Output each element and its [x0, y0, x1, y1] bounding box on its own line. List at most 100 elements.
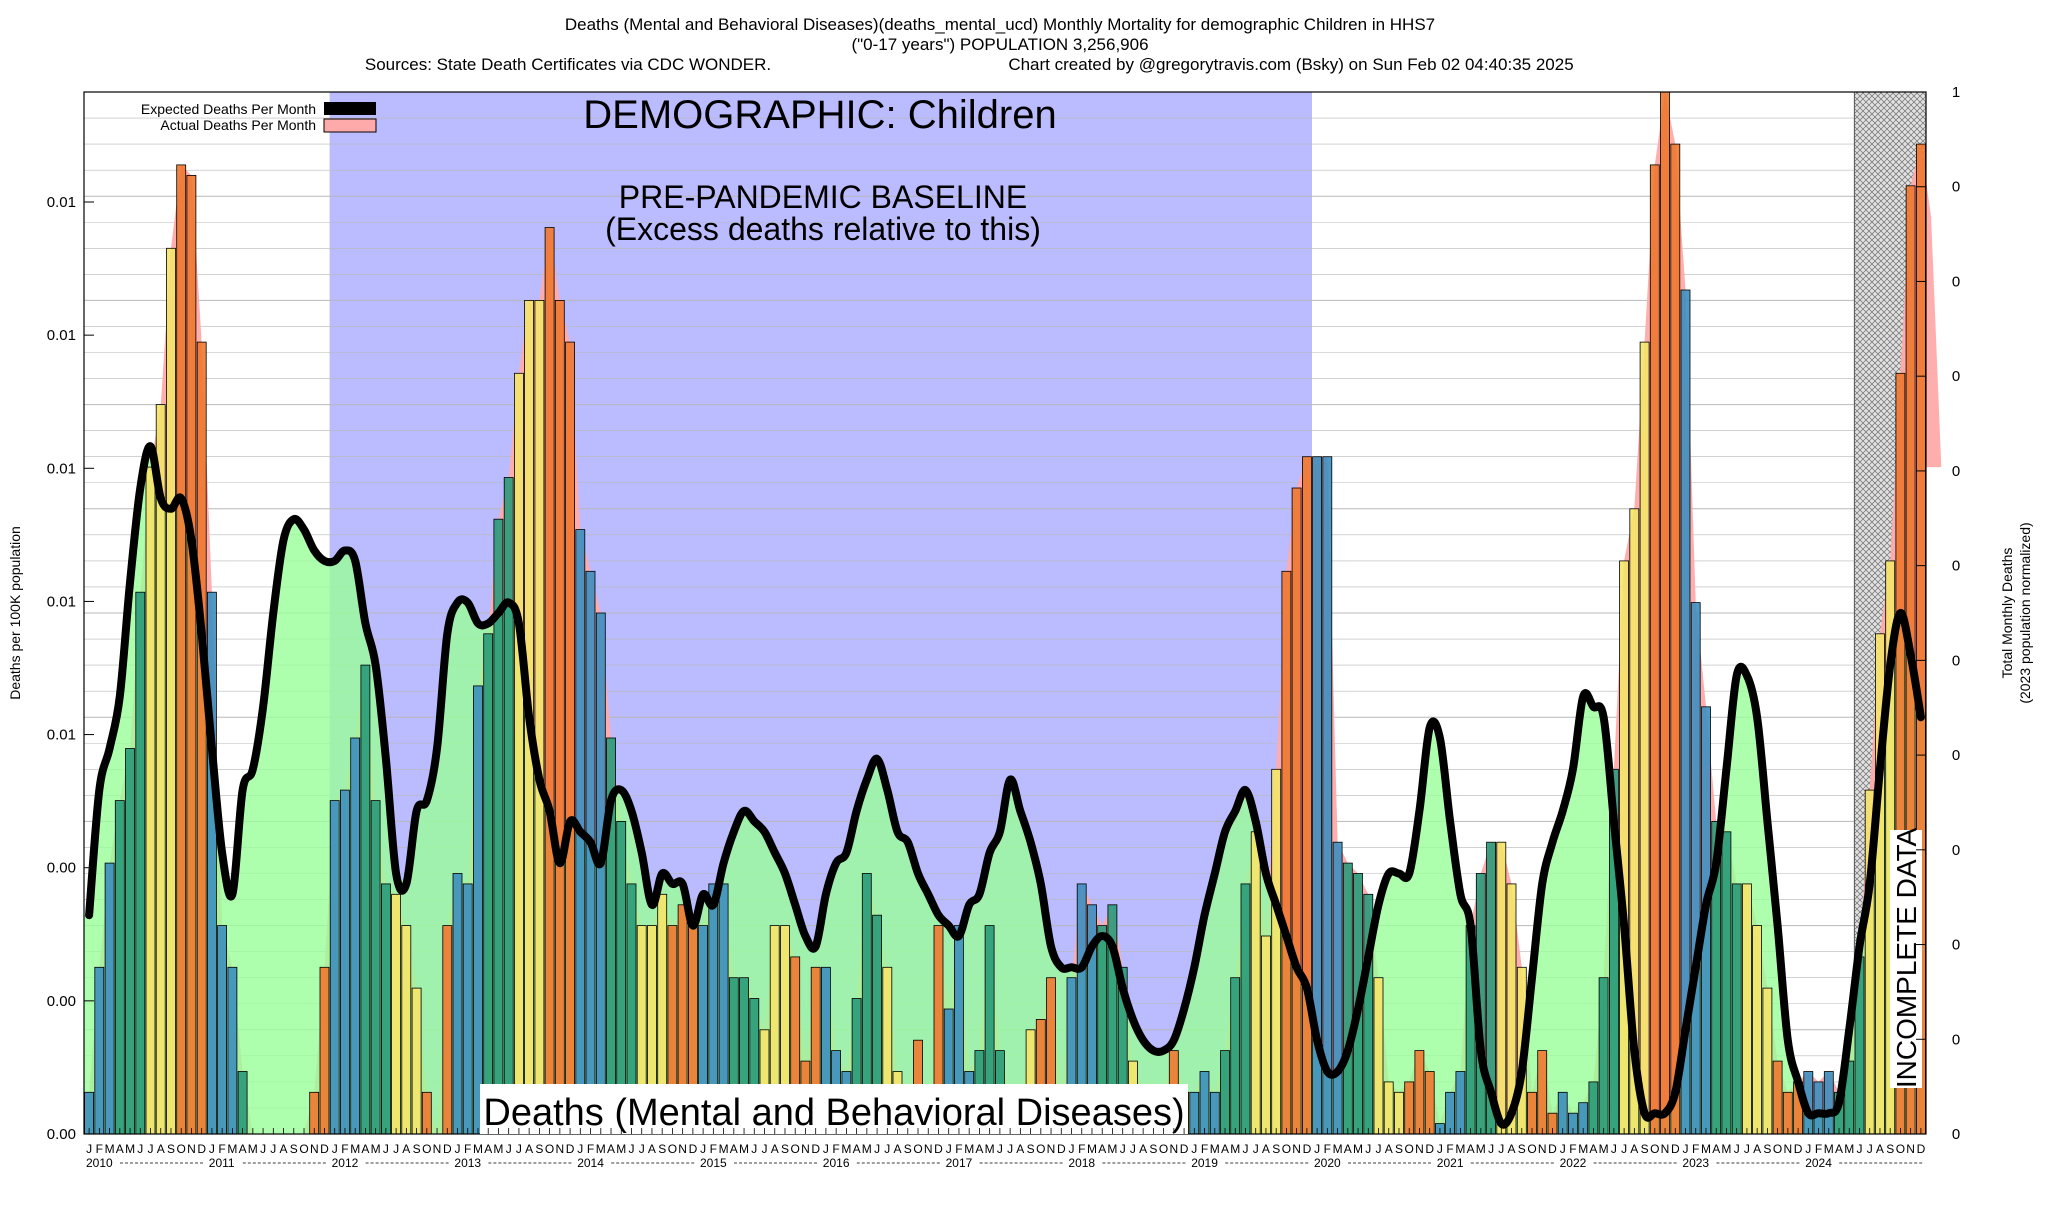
bar	[1373, 977, 1384, 1135]
x-tick-label-month: M	[1455, 1142, 1465, 1156]
x-tick-label-month: M	[1230, 1142, 1240, 1156]
x-tick-label-month: O	[1405, 1142, 1414, 1156]
x-tick-label-month: J	[1734, 1142, 1740, 1156]
bar	[104, 862, 115, 1135]
bar	[1445, 1091, 1455, 1135]
x-tick-label-month: A	[525, 1142, 533, 1156]
x-tick-label-month: A	[239, 1142, 247, 1156]
x-tick-label-month: M	[1578, 1142, 1588, 1156]
x-tick-label-month: J	[148, 1142, 154, 1156]
x-tick-label-month: J	[1365, 1142, 1371, 1156]
x-tick-label-month: J	[751, 1142, 757, 1156]
bar	[1302, 456, 1312, 1135]
x-tick-label-month: F	[464, 1142, 471, 1156]
x-tick-label-month: A	[1385, 1142, 1393, 1156]
bar	[1619, 560, 1629, 1135]
x-tick-label-month: M	[616, 1142, 626, 1156]
x-tick-label-year: 2017	[946, 1156, 973, 1170]
bar	[442, 925, 453, 1135]
incomplete-data-label: INCOMPLETE DATA	[1891, 828, 1922, 1089]
x-tick-label-month: O	[913, 1142, 922, 1156]
x-tick-label-month: D	[320, 1142, 329, 1156]
x-tick-label-month: J	[516, 1142, 522, 1156]
x-tick-label-month: S	[1641, 1142, 1649, 1156]
chart-credit: Chart created by @gregorytravis.com (Bsk…	[1008, 55, 1573, 74]
x-tick-label-month: M	[493, 1142, 503, 1156]
x-tick-label-month: J	[455, 1142, 461, 1156]
x-tick-label-month: D	[1794, 1142, 1803, 1156]
x-tick-label-month: S	[535, 1142, 543, 1156]
bar	[1209, 1091, 1220, 1135]
bar	[1813, 1081, 1824, 1135]
x-tick-label-month: D	[1548, 1142, 1557, 1156]
x-tick-label-month: J	[1191, 1142, 1197, 1156]
chart-title: Deaths (Mental and Behavioral Diseases)(…	[565, 15, 1435, 34]
x-tick-label-month: M	[1844, 1142, 1854, 1156]
y-tick-label-right: 0	[1952, 652, 1960, 669]
bar	[1414, 1050, 1425, 1135]
demographic-label: DEMOGRAPHIC: Children	[583, 93, 1056, 137]
x-tick-label-year: 2018	[1068, 1156, 1095, 1170]
bar	[329, 800, 340, 1135]
x-tick-label-month: F	[341, 1142, 348, 1156]
x-tick-label-month: M	[125, 1142, 135, 1156]
bar	[391, 893, 402, 1135]
x-tick-label-month: O	[1650, 1142, 1659, 1156]
y-tick-label-right: 0	[1952, 937, 1960, 954]
x-tick-label-month: F	[1201, 1142, 1208, 1156]
x-tick-label-month: J	[1314, 1142, 1320, 1156]
y-tick-label-right: 0	[1952, 842, 1960, 859]
bar	[1752, 925, 1762, 1135]
x-tick-label-month: A	[1630, 1142, 1638, 1156]
bar	[84, 1091, 94, 1135]
y-tick-label-right: 0	[1952, 1031, 1960, 1048]
x-tick-label-month: S	[1518, 1142, 1526, 1156]
x-tick-label-month: J	[332, 1142, 338, 1156]
x-tick-label-month: J	[874, 1142, 880, 1156]
x-tick-label-month: S	[1395, 1142, 1403, 1156]
x-tick-label-month: M	[1087, 1142, 1097, 1156]
x-tick-label-month: S	[1027, 1142, 1035, 1156]
bar	[565, 341, 575, 1135]
x-tick-label-month: D	[934, 1142, 943, 1156]
x-tick-label-month: A	[1467, 1142, 1475, 1156]
bar	[370, 800, 381, 1135]
chart-subtitle: ("0-17 years") POPULATION 3,256,906	[851, 35, 1148, 54]
bar	[1383, 1081, 1394, 1135]
x-tick-label-month: S	[167, 1142, 175, 1156]
bar	[1281, 570, 1292, 1135]
x-tick-label-month: M	[985, 1142, 995, 1156]
x-tick-label-month: J	[629, 1142, 635, 1156]
x-tick-label-month: S	[1272, 1142, 1280, 1156]
x-tick-label-month: J	[1744, 1142, 1750, 1156]
x-tick-label-month: M	[739, 1142, 749, 1156]
y-tick-label-right: 0	[1952, 179, 1960, 196]
x-tick-label-month: O	[668, 1142, 677, 1156]
x-tick-label-month: S	[904, 1142, 912, 1156]
x-tick-label-month: F	[96, 1142, 103, 1156]
x-tick-label-month: J	[393, 1142, 399, 1156]
x-tick-label-month: J	[1120, 1142, 1126, 1156]
x-tick-label-month: J	[1560, 1142, 1566, 1156]
x-tick-label-month: A	[1016, 1142, 1024, 1156]
bar	[319, 966, 330, 1135]
y-tick-label-right: 0	[1952, 463, 1960, 480]
x-tick-label-month: A	[730, 1142, 738, 1156]
bar	[380, 883, 391, 1135]
bar	[534, 299, 545, 1135]
bar	[237, 1071, 248, 1135]
x-tick-label-month: J	[884, 1142, 890, 1156]
baseline-label-line2: (Excess deaths relative to this)	[605, 211, 1041, 247]
x-tick-label-month: N	[1292, 1142, 1301, 1156]
bar	[1394, 1091, 1404, 1135]
bar	[1271, 768, 1282, 1135]
bar	[595, 612, 606, 1135]
x-tick-label-month: F	[1815, 1142, 1822, 1156]
y-tick-label-left: 0.00	[47, 993, 76, 1010]
x-tick-label-month: D	[197, 1142, 206, 1156]
x-tick-label-year: 2022	[1560, 1156, 1587, 1170]
bar	[135, 591, 146, 1135]
y-tick-label-right: 0	[1952, 1126, 1960, 1143]
x-tick-label-year: 2023	[1682, 1156, 1709, 1170]
